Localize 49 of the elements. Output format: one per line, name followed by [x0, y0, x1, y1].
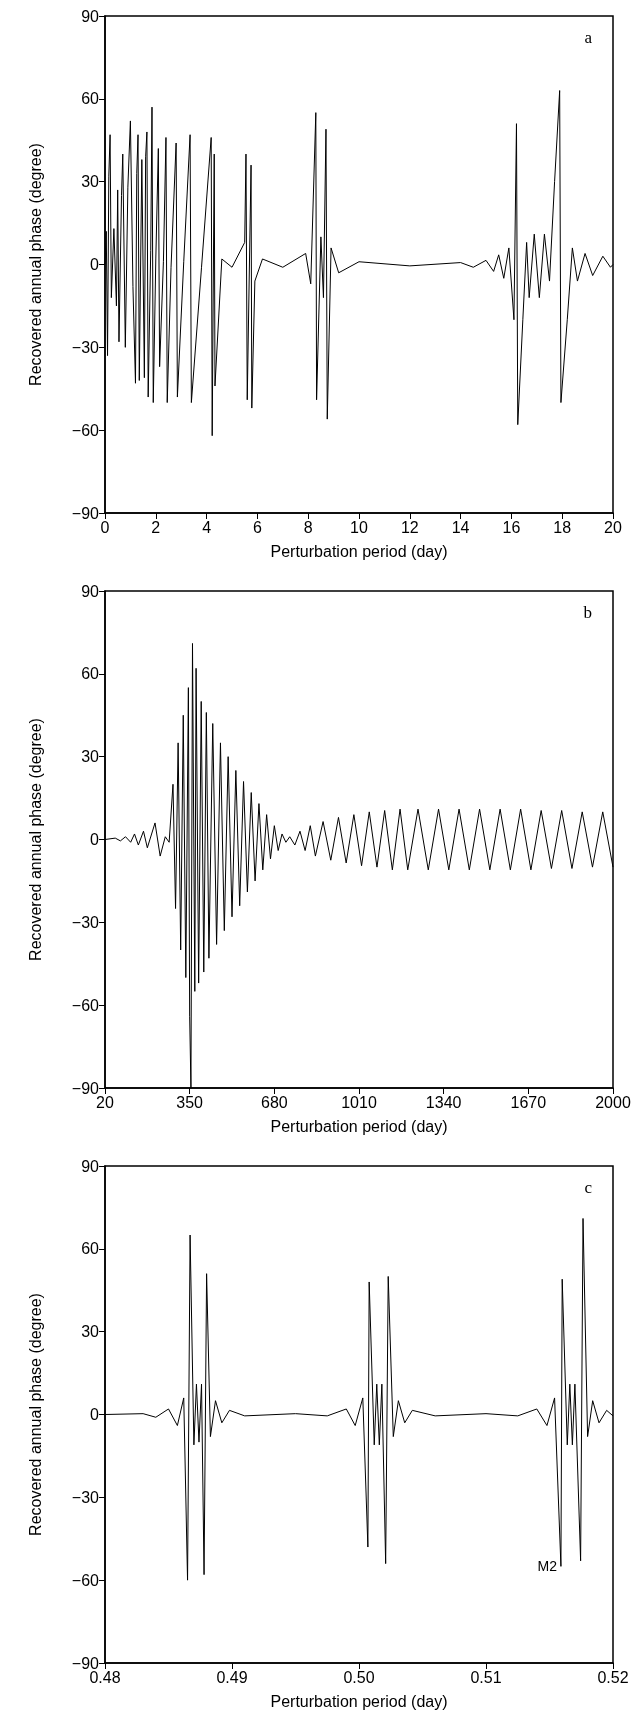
x-tick-label: 1670 — [510, 1093, 547, 1111]
y-tick-label: 90 — [81, 582, 100, 600]
x-tick-label: 8 — [303, 518, 313, 536]
text: c — [584, 1178, 593, 1197]
x-tick-label: 6 — [252, 518, 262, 536]
y-tick-label: −60 — [71, 1571, 100, 1589]
y-tick-label: 60 — [81, 90, 100, 108]
text: a — [584, 28, 593, 47]
y-tick-label: 60 — [81, 1240, 100, 1258]
text: b — [583, 603, 592, 622]
y-tick-label: 0 — [90, 256, 100, 273]
y-tick-label: 90 — [81, 1157, 100, 1175]
y-tick-label: −30 — [71, 913, 100, 931]
x-axis-title: Perturbation period (day) — [270, 542, 448, 560]
y-tick-label: −90 — [71, 504, 100, 522]
x-tick-label: 680 — [260, 1093, 288, 1111]
y-tick-label: 0 — [90, 831, 100, 848]
y-tick-label: −30 — [71, 338, 100, 356]
y-tick-label: 60 — [81, 665, 100, 683]
x-tick-label: 0.49 — [216, 1668, 248, 1686]
y-tick-label: −60 — [71, 421, 100, 439]
y-axis-title: Recovered annual phase (degree) — [26, 143, 44, 386]
x-tick-label: 12 — [400, 518, 419, 536]
x-tick-label: 0.52 — [597, 1668, 629, 1686]
x-tick-label: 350 — [176, 1093, 204, 1111]
y-tick-label: −60 — [71, 996, 100, 1014]
y-tick-label: 30 — [81, 1323, 100, 1341]
y-axis-title: Recovered annual phase (degree) — [26, 1293, 44, 1536]
x-tick-label: 4 — [202, 518, 212, 536]
y-tick-label: 90 — [81, 7, 100, 25]
x-tick-label: 2 — [151, 518, 161, 536]
x-tick-label: 2000 — [595, 1093, 631, 1111]
y-tick-label: −30 — [71, 1488, 100, 1506]
annotation: M2 — [537, 1558, 558, 1575]
y-tick-label: 30 — [81, 173, 100, 191]
x-tick-label: 0.51 — [470, 1668, 502, 1686]
y-tick-label: 30 — [81, 748, 100, 766]
x-axis-title: Perturbation period (day) — [270, 1117, 448, 1135]
y-tick-label: 0 — [90, 1406, 100, 1423]
x-tick-label: 14 — [451, 518, 470, 536]
x-tick-label: 10 — [350, 518, 368, 536]
x-axis-title: Perturbation period (day) — [270, 1692, 448, 1710]
x-tick-label: 0.50 — [343, 1668, 375, 1686]
x-tick-label: 1010 — [341, 1093, 377, 1111]
x-tick-label: 18 — [553, 518, 572, 536]
x-tick-label: 16 — [502, 518, 521, 536]
x-tick-label: 20 — [604, 518, 622, 536]
x-tick-label: 1340 — [425, 1093, 462, 1111]
y-axis-title: Recovered annual phase (degree) — [26, 718, 44, 961]
